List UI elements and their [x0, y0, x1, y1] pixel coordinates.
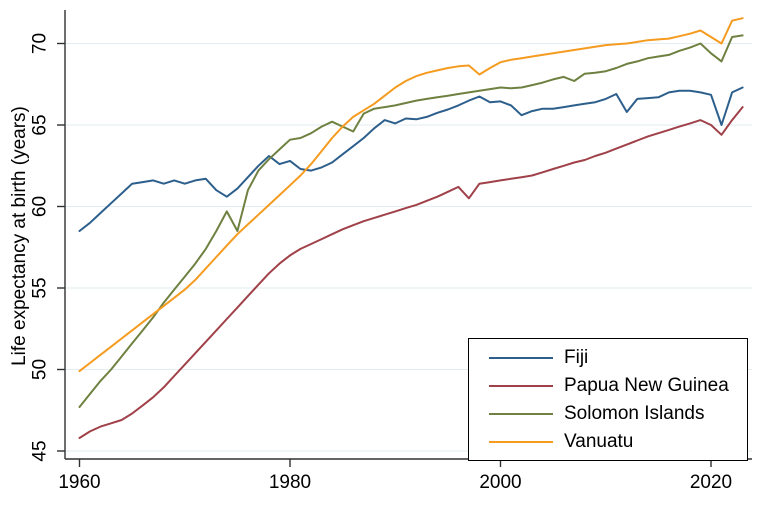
legend-item-papua-new-guinea: Papua New Guinea	[489, 375, 747, 396]
y-tick-label-65: 65	[30, 114, 51, 135]
y-tick-label-60: 60	[30, 196, 51, 217]
legend-label-papua-new-guinea: Papua New Guinea	[564, 375, 729, 396]
legend-line-solomon-islands-icon	[489, 412, 553, 415]
legend-label-vanuatu: Vanuatu	[564, 431, 634, 452]
legend-line-papua-new-guinea-icon	[489, 384, 553, 387]
legend-item-solomon-islands: Solomon Islands	[489, 403, 747, 424]
legend-line-fiji-icon	[489, 356, 553, 359]
y-tick-label-50: 50	[30, 359, 51, 380]
series-line-papua-new-guinea	[78, 106, 744, 439]
legend-label-solomon-islands: Solomon Islands	[564, 403, 705, 424]
legend-item-vanuatu: Vanuatu	[489, 431, 747, 452]
legend-item-fiji: Fiji	[489, 347, 747, 368]
x-tick-label-1960: 1960	[58, 472, 100, 493]
series-line-fiji	[78, 86, 744, 232]
x-tick-label-2020: 2020	[690, 472, 732, 493]
y-axis-title: Life expectancy at birth (years)	[9, 106, 30, 366]
legend: Fiji Papua New Guinea Solomon Islands Va…	[468, 338, 748, 461]
legend-line-vanuatu-icon	[489, 440, 553, 443]
y-tick-label-45: 45	[30, 440, 51, 461]
x-tick-label-1980: 1980	[269, 472, 311, 493]
y-tick-label-70: 70	[30, 33, 51, 54]
series-line-vanuatu	[78, 17, 744, 373]
y-tick-label-55: 55	[30, 277, 51, 298]
series-line-solomon-islands	[78, 34, 744, 408]
x-tick-label-2000: 2000	[479, 472, 521, 493]
legend-label-fiji: Fiji	[564, 347, 589, 368]
